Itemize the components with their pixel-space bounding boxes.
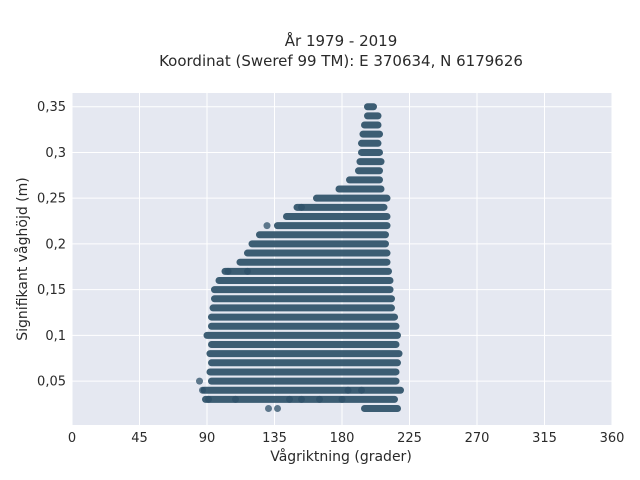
- data-point: [358, 386, 365, 394]
- x-axis-ticks: 0 45 90 135 180 225 270 315 360: [68, 431, 625, 446]
- y-tick-label: 0,35: [37, 100, 66, 115]
- y-tick-label: 0,1: [45, 329, 66, 344]
- data-point: [199, 386, 206, 394]
- y-tick-label: 0,3: [45, 146, 66, 161]
- data-point: [298, 395, 305, 403]
- y-axis-title: Signifikant våghöjd (m): [14, 177, 31, 340]
- x-tick-label: 180: [330, 431, 355, 446]
- data-point: [196, 377, 203, 385]
- data-point: [224, 267, 232, 275]
- y-tick-label: 0,25: [37, 192, 66, 207]
- x-tick-label: 360: [600, 431, 625, 446]
- y-tick-label: 0,05: [37, 375, 66, 390]
- x-tick-label: 135: [262, 431, 287, 446]
- data-point: [263, 222, 271, 230]
- y-tick-label: 0,15: [37, 283, 66, 298]
- data-point: [344, 386, 352, 394]
- data-point: [265, 405, 272, 413]
- x-tick-label: 315: [532, 431, 557, 446]
- x-tick-label: 0: [68, 431, 76, 446]
- chart-subtitle: Koordinat (Sweref 99 TM): E 370634, N 61…: [159, 52, 523, 70]
- x-tick-label: 270: [465, 431, 490, 446]
- x-tick-label: 90: [199, 431, 216, 446]
- data-point: [286, 395, 293, 403]
- x-axis-title: Vågriktning (grader): [270, 448, 412, 465]
- x-tick-label: 225: [397, 431, 422, 446]
- data-point: [274, 405, 281, 413]
- data-point: [298, 203, 305, 211]
- data-point: [316, 395, 323, 403]
- x-tick-label: 45: [131, 431, 148, 446]
- data-point: [205, 395, 212, 403]
- data-point: [244, 267, 251, 275]
- data-point: [232, 395, 239, 403]
- chart-title: År 1979 - 2019: [285, 31, 398, 50]
- data-points: [196, 103, 404, 413]
- y-tick-label: 0,2: [45, 237, 66, 252]
- y-axis-ticks: 0,05 0,1 0,15 0,2 0,25 0,3 0,35: [37, 100, 66, 389]
- data-point: [338, 395, 346, 403]
